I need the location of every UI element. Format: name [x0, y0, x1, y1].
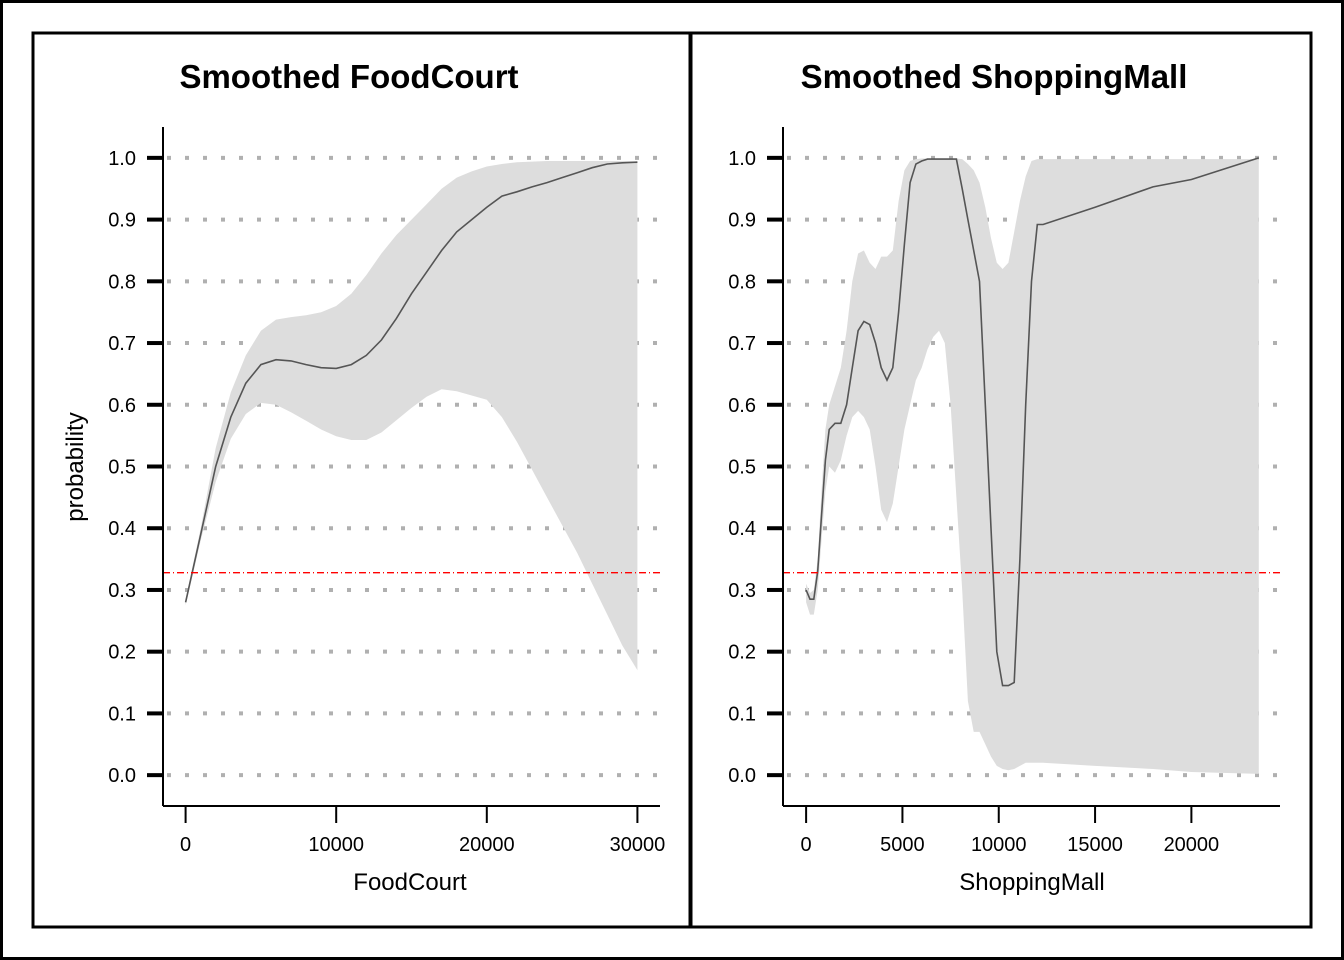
- y-tick-label: 0.4: [728, 518, 756, 540]
- x-axis-label: FoodCourt: [353, 869, 467, 896]
- x-axis-label: ShoppingMall: [959, 869, 1104, 896]
- y-tick-label: 0.1: [108, 703, 136, 725]
- y-tick-label: 0.9: [108, 210, 136, 232]
- chart-title: Smoothed FoodCourt: [179, 58, 518, 95]
- y-tick-label: 0.0: [728, 765, 756, 787]
- y-tick-label: 0.2: [728, 642, 756, 664]
- y-tick-label: 0.6: [108, 395, 136, 417]
- y-tick-label: 0.1: [728, 703, 756, 725]
- plot-area: 0.0 0.1 0.2 0.3 0.4 0.5 0.6 0.7 0.8 0.9 1.0 0 10000 2…: [108, 127, 665, 856]
- y-tick-label: 0.2: [108, 642, 136, 664]
- y-axis-label: probability: [62, 412, 89, 521]
- y-tick-label: 0.5: [728, 457, 756, 479]
- confidence-band: [806, 158, 1259, 774]
- panel-foodcourt: Smoothed FoodCourt probability FoodCourt…: [31, 31, 692, 929]
- y-tick-label: 0.3: [108, 580, 136, 602]
- y-tick-label: 0.4: [108, 518, 136, 540]
- x-tick-label: 10000: [308, 834, 364, 856]
- x-tick-label: 20000: [1164, 834, 1220, 856]
- panel-shoppingmall: Smoothed ShoppingMall ShoppingMall 0.00.…: [689, 31, 1313, 929]
- x-tick-label: 0: [801, 834, 812, 856]
- y-tick-label: 0.6: [728, 395, 756, 417]
- smoothed-line: [805, 157, 1260, 687]
- smoothed-line: [184, 161, 638, 603]
- x-tick-label: 20000: [459, 834, 515, 856]
- y-tick-label: 0.7: [728, 333, 756, 355]
- y-tick-label: 0.9: [728, 210, 756, 232]
- x-tick-label: 30000: [610, 834, 666, 856]
- x-tick-label: 10000: [971, 834, 1027, 856]
- y-tick-label: 1.0: [728, 148, 756, 170]
- y-tick-label: 0.8: [728, 271, 756, 293]
- y-tick-label: 0.8: [108, 271, 136, 293]
- x-tick-label: 5000: [880, 834, 925, 856]
- y-tick-label: 0.0: [108, 765, 136, 787]
- y-tick-label: 0.3: [728, 580, 756, 602]
- y-tick-label: 0.7: [108, 333, 136, 355]
- x-tick-label: 15000: [1067, 834, 1123, 856]
- chart-title: Smoothed ShoppingMall: [801, 58, 1188, 95]
- confidence-band: [185, 161, 638, 671]
- y-tick-label: 0.5: [108, 457, 136, 479]
- y-tick-label: 1.0: [108, 148, 136, 170]
- plot-area: 0.0 0.1 0.2 0.3 0.4 0.5 0.6 0.7 0.8 0.9 1.0 0 5000 10…: [728, 127, 1282, 856]
- x-tick-label: 0: [180, 834, 191, 856]
